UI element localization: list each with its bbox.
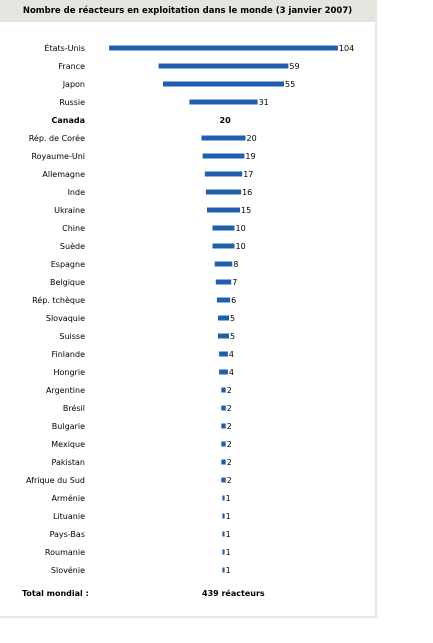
category-label: Bulgarie [52,422,85,431]
category-label: Pakistan [52,458,86,467]
category-label: Canada [52,116,86,125]
bar [219,351,228,357]
total-label: Total mondial : [22,589,89,598]
category-label: Pays-Bas [50,530,85,539]
value-label: 1 [226,548,231,557]
value-label: 2 [227,458,232,467]
value-label: 55 [285,80,295,89]
panel-border-bottom [0,616,377,618]
value-label: 1 [226,512,231,521]
chart-panel: Nombre de réacteurs en exploitation dans… [0,0,375,598]
value-label: 6 [231,296,236,305]
bar [204,171,243,177]
bar [221,405,226,411]
category-label: Allemagne [42,170,85,179]
value-label: 1 [226,494,231,503]
value-label: 20 [247,134,257,143]
value-label: 15 [241,206,251,215]
category-label: Russie [59,98,85,107]
value-label: 2 [227,386,232,395]
value-label: 59 [289,62,299,71]
category-label: Suède [60,241,85,251]
bar [205,189,242,195]
value-label: 2 [227,476,232,485]
chart-title: Nombre de réacteurs en exploitation dans… [22,6,353,16]
category-label: Japon [62,80,85,89]
category-label: Inde [68,188,86,197]
value-label: 2 [227,422,232,431]
category-label: Brésil [63,403,85,413]
category-label: Slovénie [51,565,85,575]
value-label: 31 [259,98,269,107]
category-label: Rép. de Corée [29,133,85,143]
bar [158,63,289,69]
bar [109,45,338,51]
category-label: France [58,62,85,71]
value-label: 16 [242,188,252,197]
bar [214,261,233,267]
bar [212,243,235,249]
bar [218,315,229,321]
category-label: Hongrie [54,368,86,377]
bar [216,297,231,303]
bar [221,387,226,393]
bar [222,513,225,519]
category-label: Arménie [51,493,85,503]
category-label: Mexique [51,440,85,449]
bar [221,477,226,483]
category-label: Afrique du Sud [26,476,85,485]
value-label: 5 [230,314,235,323]
bar [202,153,245,159]
bar [222,495,225,501]
value-label: 2 [227,440,232,449]
category-label: Rép. tchèque [32,295,85,305]
value-label: 7 [232,278,237,287]
value-label: 1 [226,530,231,539]
bar [222,531,225,537]
panel-border-right [375,0,377,618]
bar [221,423,226,429]
value-label: 1 [226,566,231,575]
chart-header: Nombre de réacteurs en exploitation dans… [0,0,375,22]
bar [201,135,246,141]
category-label: Chine [62,224,85,233]
bar [207,207,240,213]
value-label: 4 [229,368,234,377]
category-label: Ukraine [54,206,85,215]
category-label: Finlande [51,350,85,359]
value-label: 104 [339,44,354,53]
value-label: 4 [229,350,234,359]
category-label: Slovaquie [46,314,85,323]
bar [221,459,226,465]
category-label: Roumanie [45,548,85,557]
category-label: Royaume-Uni [31,152,85,161]
value-label: 10 [236,242,246,251]
value-label: 5 [230,332,235,341]
category-label: Belgique [50,278,85,287]
category-label: Argentine [46,386,85,395]
category-label: États-Unis [44,42,85,53]
bar [222,567,225,573]
value-label: 8 [233,260,238,269]
value-label: 17 [243,170,253,179]
bar [189,99,258,105]
total-value: 439 réacteurs [202,589,265,598]
bar [212,225,235,231]
category-label: Suisse [59,332,85,341]
value-label: 19 [245,152,255,161]
bar [215,279,232,285]
bar [219,369,228,375]
value-label: 20 [220,116,232,125]
bar [218,333,229,339]
value-label: 10 [236,224,246,233]
category-label: Espagne [51,260,85,269]
bar [222,549,225,555]
bar [163,81,284,87]
bar [221,441,226,447]
value-label: 2 [227,404,232,413]
category-label: Lituanie [53,512,85,521]
